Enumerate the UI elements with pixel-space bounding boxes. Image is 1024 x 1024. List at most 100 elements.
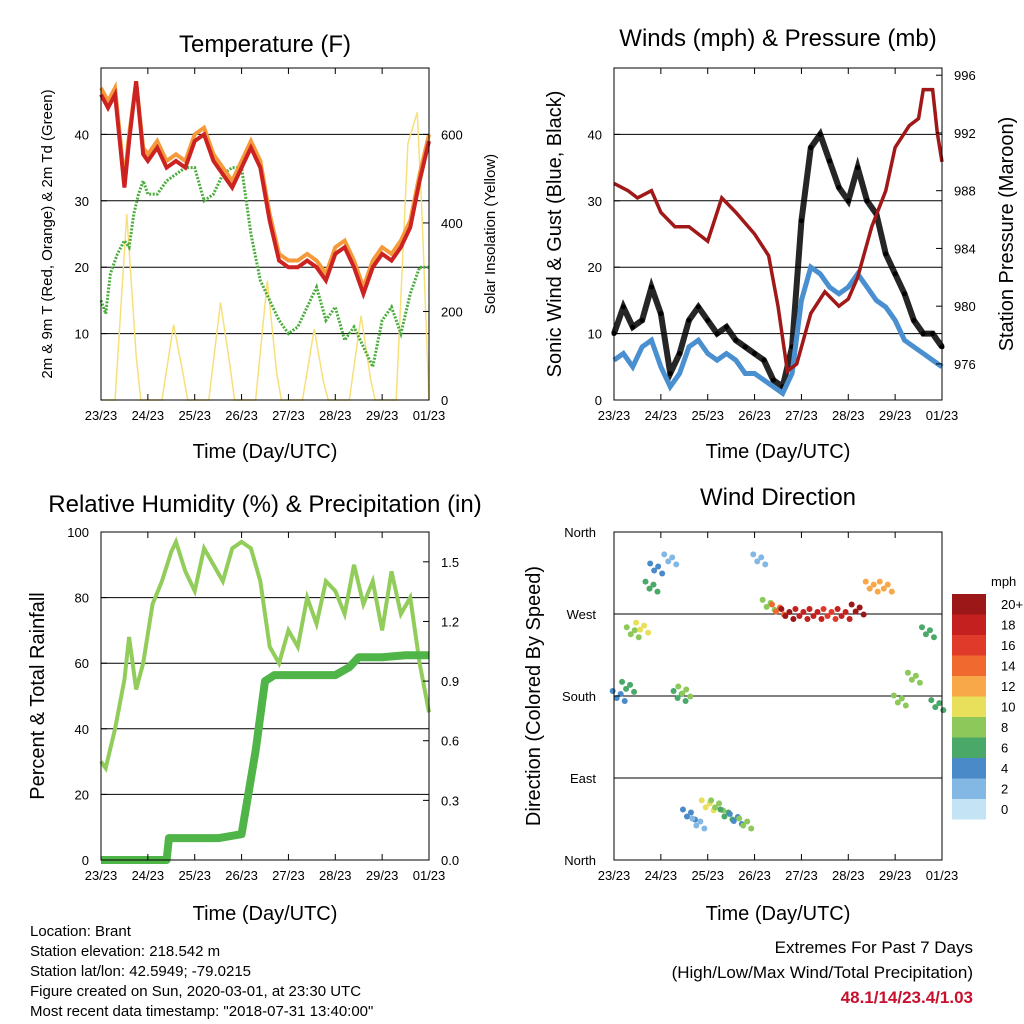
direction-point (708, 797, 715, 804)
direction-point (651, 567, 658, 574)
direction-point (635, 634, 642, 641)
y-tick-label: 100 (67, 525, 89, 540)
direction-point (842, 609, 849, 615)
y2-tick-label: 992 (954, 126, 976, 141)
series-t2m-line (99, 81, 431, 300)
direction-point (627, 631, 634, 638)
x-tick-label: 01/23 (413, 408, 446, 423)
direction-point (852, 608, 859, 615)
legend-label: 20+ (1001, 597, 1023, 612)
direction-point (623, 685, 630, 692)
direction-point (730, 818, 737, 824)
elevation-text: Station elevation: 218.542 m (30, 943, 221, 960)
direction-point (769, 601, 775, 608)
extremes-title: Extremes For Past 7 Days (774, 938, 973, 957)
panel-3: 23/23 24/23 25/23 26/23 27/23 28/23 29/23 01/23… (27, 491, 482, 925)
legend-swatch (952, 655, 986, 676)
x-tick-label: 28/23 (319, 408, 352, 423)
plot-frame (100, 67, 430, 401)
y-tick-label: 20 (588, 260, 602, 275)
legend-swatch (952, 594, 986, 615)
direction-point (800, 609, 807, 615)
y-axis-label: Percent & Total Rainfall (27, 592, 49, 800)
direction-point (647, 560, 654, 567)
direction-point (936, 700, 943, 707)
x-tick-label: 25/23 (178, 868, 211, 883)
panel-4: mph 20+ 18 16 14 12 10 8 6 4 2 0 23/23 24/23 25/23 26/2… (523, 484, 1023, 925)
direction-point (693, 822, 700, 829)
y-tick-label: North (564, 853, 596, 868)
x-tick-label: 29/23 (366, 868, 399, 883)
direction-point (804, 616, 811, 622)
legend-label: 16 (1001, 638, 1015, 653)
direction-point (661, 551, 668, 558)
x-tick-label: 28/23 (832, 868, 865, 883)
y-tick-label: 40 (75, 127, 89, 142)
x-tick-label: 23/23 (598, 408, 631, 423)
direction-point (792, 606, 799, 612)
extremes-box: Extremes For Past 7 Days (High/Low/Max W… (672, 935, 973, 1010)
direction-point (673, 561, 680, 568)
legend-swatch (952, 676, 986, 697)
y2-tick-label: 200 (441, 304, 463, 319)
direction-point (848, 601, 855, 608)
y2-tick-label: 600 (441, 127, 463, 142)
y2-axis-label: Station Pressure (Maroon) (996, 117, 1018, 352)
direction-point (665, 558, 672, 565)
direction-point (902, 702, 909, 709)
direction-point (763, 603, 770, 610)
x-tick-label: 23/23 (598, 868, 631, 883)
legend-swatch (952, 778, 986, 799)
direction-point (838, 613, 845, 619)
x-axis-label: Time (Day/UTC) (706, 441, 851, 463)
x-axis-label: Time (Day/UTC) (193, 903, 338, 925)
direction-point (888, 588, 895, 595)
direction-point (641, 622, 648, 629)
x-tick-label: 25/23 (691, 868, 724, 883)
direction-point (679, 806, 686, 813)
direction-point (754, 558, 761, 565)
y-tick-label: South (562, 689, 596, 704)
x-tick-label: 24/23 (132, 408, 165, 423)
x-tick-label: 27/23 (785, 868, 818, 883)
y2-tick-label: 984 (954, 241, 976, 256)
x-tick-label: 28/23 (832, 408, 865, 423)
direction-point (619, 678, 626, 685)
direction-point (890, 692, 897, 699)
direction-point (650, 581, 657, 588)
direction-point (669, 554, 676, 561)
direction-point (786, 609, 793, 615)
direction-point (762, 561, 769, 568)
direction-point (820, 606, 827, 612)
direction-point (810, 613, 817, 619)
plot-frame (613, 67, 943, 401)
y-tick-label: 40 (588, 127, 602, 142)
direction-point (744, 818, 751, 825)
direction-point (645, 629, 652, 636)
x-tick-label: 27/23 (272, 868, 305, 883)
series-wind-line (612, 263, 944, 398)
direction-point (736, 815, 743, 822)
x-tick-label: 26/23 (738, 408, 771, 423)
x-axis-label: Time (Day/UTC) (706, 903, 851, 925)
y-tick-label: 30 (588, 194, 602, 209)
legend-label: 4 (1001, 761, 1008, 776)
direction-point (670, 688, 677, 694)
y2-tick-label: 1.2 (441, 614, 459, 629)
direction-point (646, 585, 653, 592)
plot-frame (100, 531, 430, 861)
legend-swatch (952, 635, 986, 656)
direction-point (880, 585, 887, 592)
direction-point (862, 578, 869, 585)
y-tick-label: 60 (75, 656, 89, 671)
x-tick-label: 28/23 (319, 868, 352, 883)
direction-point (778, 606, 785, 612)
x-tick-label: 24/23 (132, 868, 165, 883)
y2-tick-label: 988 (954, 184, 976, 199)
chart-title: Wind Direction (700, 484, 856, 511)
legend-label: 6 (1001, 741, 1008, 756)
y-tick-label: 80 (75, 591, 89, 606)
direction-point (609, 688, 616, 694)
direction-point (631, 627, 638, 634)
direction-point (834, 606, 841, 612)
